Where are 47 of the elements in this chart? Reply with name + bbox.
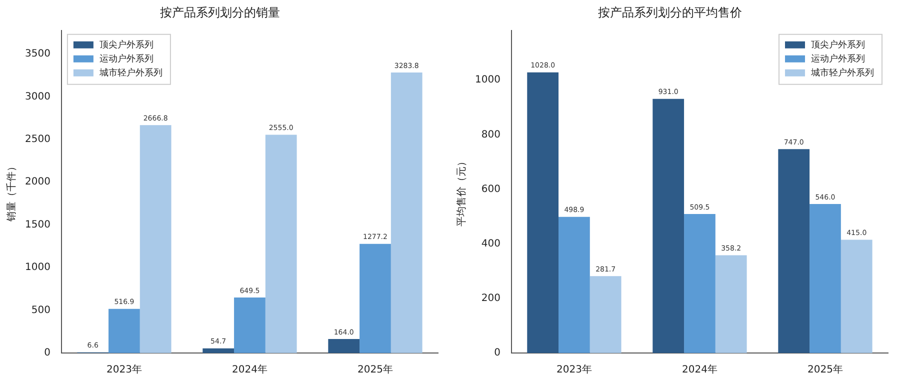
bar bbox=[140, 125, 172, 353]
y-tick-label: 2500 bbox=[24, 134, 50, 146]
bar bbox=[590, 276, 622, 353]
bar bbox=[234, 298, 266, 353]
x-tick-label: 2023年 bbox=[106, 364, 142, 376]
x-tick-label: 2025年 bbox=[358, 364, 393, 376]
y-tick-label: 400 bbox=[481, 238, 500, 250]
legend-label: 运动户外系列 bbox=[99, 54, 154, 65]
bar bbox=[265, 134, 297, 353]
y-tick-label: 600 bbox=[481, 184, 500, 195]
bar bbox=[527, 72, 559, 353]
y-tick-label: 1500 bbox=[24, 219, 50, 230]
bar bbox=[715, 255, 747, 353]
legend-label: 顶尖户外系列 bbox=[811, 40, 865, 51]
y-tick-label: 1000 bbox=[24, 262, 50, 274]
bar bbox=[684, 214, 716, 353]
y-axis-title: 平均售价（元） bbox=[456, 156, 468, 227]
bar bbox=[558, 216, 590, 353]
x-tick-label: 2023年 bbox=[556, 364, 592, 376]
y-tick-label: 200 bbox=[481, 293, 500, 304]
bar bbox=[360, 244, 391, 353]
legend-label: 城市轻户外系列 bbox=[98, 68, 162, 79]
y-tick-label: 0 bbox=[44, 348, 50, 359]
x-tick-label: 2025年 bbox=[808, 364, 843, 376]
chart-title: 按产品系列划分的销量 bbox=[160, 5, 280, 20]
legend-label: 运动户外系列 bbox=[811, 54, 865, 65]
bar bbox=[810, 204, 841, 353]
y-tick-label: 800 bbox=[481, 129, 500, 140]
y-tick-label: 500 bbox=[31, 304, 50, 316]
y-tick-label: 2000 bbox=[24, 176, 50, 188]
bar bbox=[108, 308, 140, 353]
chart-title: 按产品系列划分的平均售价 bbox=[598, 5, 742, 20]
bar bbox=[652, 98, 684, 353]
legend-label: 顶尖户外系列 bbox=[99, 40, 154, 51]
bar bbox=[778, 149, 810, 353]
y-tick-label: 3500 bbox=[24, 48, 50, 60]
legend-label: 城市轻户外系列 bbox=[810, 68, 874, 79]
bar bbox=[328, 338, 360, 353]
x-tick-label: 2024年 bbox=[682, 364, 718, 376]
bar bbox=[840, 240, 872, 353]
y-axis-title: 销量（千件） bbox=[6, 162, 18, 223]
x-tick-label: 2024年 bbox=[232, 364, 268, 376]
y-tick-label: 3000 bbox=[24, 91, 50, 102]
bar bbox=[390, 72, 422, 353]
y-tick-label: 0 bbox=[494, 348, 500, 359]
bar bbox=[202, 348, 234, 353]
y-tick-label: 1000 bbox=[474, 74, 500, 86]
